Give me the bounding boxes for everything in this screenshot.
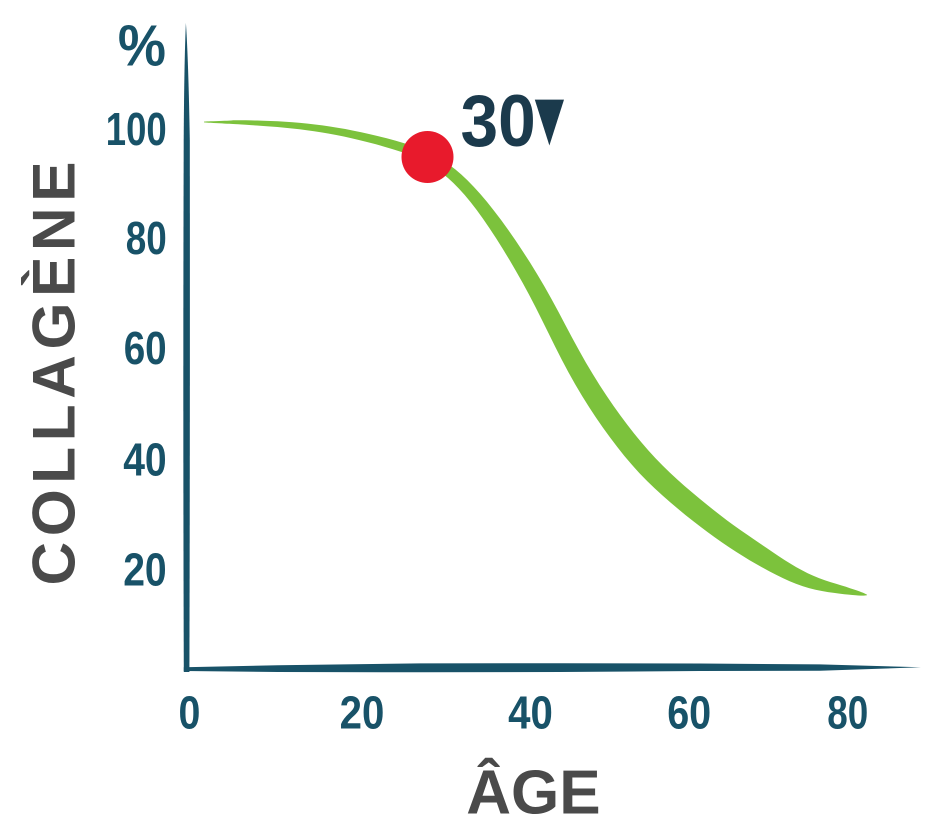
svg-text:100: 100	[106, 103, 167, 155]
svg-text:20: 20	[123, 544, 167, 596]
svg-text:40: 40	[123, 434, 167, 486]
svg-text:60: 60	[124, 322, 167, 374]
svg-text:0: 0	[179, 686, 201, 738]
svg-text:80: 80	[827, 686, 868, 738]
svg-text:%: %	[118, 14, 166, 79]
svg-text:30: 30	[461, 79, 536, 162]
svg-text:40: 40	[508, 686, 553, 738]
svg-text:60: 60	[667, 686, 711, 738]
svg-text:20: 20	[340, 686, 385, 738]
svg-text:80: 80	[126, 212, 167, 264]
svg-text:COLLAGÈNE: COLLAGÈNE	[20, 162, 88, 586]
svg-text:ÂGE: ÂGE	[466, 759, 600, 828]
